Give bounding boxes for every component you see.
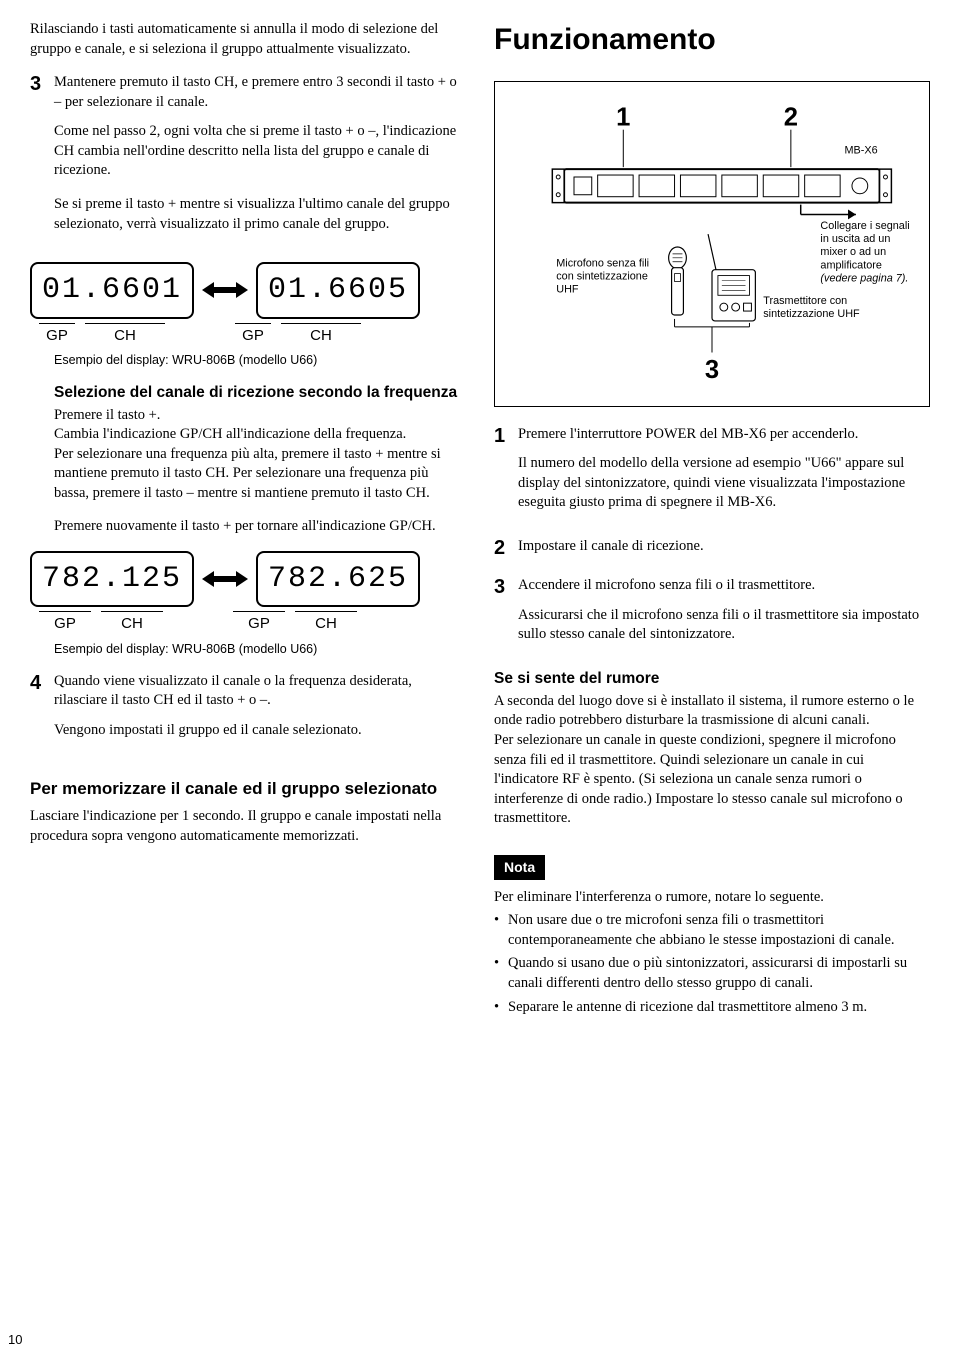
mem-body: Lasciare l'indicazione per 1 secondo. Il… bbox=[30, 807, 466, 846]
connection-diagram: 1 2 MB-X6 bbox=[494, 81, 930, 407]
display1-caption: Esempio del display: WRU-806B (modello U… bbox=[54, 352, 466, 369]
freq-p2: Cambia l'indicazione GP/CH all'indicazio… bbox=[54, 425, 466, 445]
funzionamento-title: Funzionamento bbox=[494, 20, 930, 61]
page-number: 10 bbox=[8, 1331, 22, 1349]
out-label-1: Collegare i segnali in uscita ad un mixe… bbox=[820, 220, 909, 271]
gp-label-r: GP bbox=[242, 327, 264, 344]
dia-num-3: 3 bbox=[705, 356, 719, 384]
gpch-left-1: GP CH bbox=[39, 323, 165, 346]
left-column: Rilasciando i tasti automaticamente si a… bbox=[30, 20, 466, 1021]
step-2-right: 2 Impostare il canale di ricezione. bbox=[494, 537, 930, 567]
step-3-p1-r: Accendere il microfono senza fili o il t… bbox=[518, 576, 930, 596]
display-row-2: 782.125 782.625 bbox=[30, 551, 466, 608]
step-3-p3: Se si preme il tasto + mentre si visuali… bbox=[54, 195, 466, 234]
step-3-number: 3 bbox=[30, 73, 54, 95]
gpch-row-1: GP CH GP CH bbox=[30, 323, 466, 346]
display2-caption: Esempio del display: WRU-806B (modello U… bbox=[54, 641, 466, 658]
mic-label: Microfono senza fili con sintetizzazione… bbox=[556, 257, 655, 296]
noise-title: Se si sente del rumore bbox=[494, 669, 930, 690]
gp-label: GP bbox=[46, 327, 68, 344]
nota-bullet-1: Non usare due o tre microfoni senza fili… bbox=[494, 911, 930, 950]
ch-label-r: CH bbox=[310, 327, 332, 344]
ch-label-2r: CH bbox=[315, 615, 337, 632]
display-box-1-right: 01.6605 bbox=[256, 262, 420, 319]
step-3-number-r: 3 bbox=[494, 576, 518, 598]
step-3-p2-r: Assicurarsi che il microfono senza fili … bbox=[518, 606, 930, 645]
freq-title: Selezione del canale di ricezione second… bbox=[54, 383, 466, 404]
gp-label-2: GP bbox=[54, 615, 76, 632]
double-arrow-icon-2 bbox=[202, 569, 248, 589]
step-3-body: Mantenere premuto il tasto CH, e premere… bbox=[54, 73, 466, 248]
step-1-p2-r: Il numero del modello della versione ad … bbox=[518, 454, 930, 513]
gpch-right-2: GP CH bbox=[233, 611, 357, 634]
step-2-p1-r: Impostare il canale di ricezione. bbox=[518, 537, 930, 557]
nota-badge: Nota bbox=[494, 855, 545, 880]
freq-p4: Premere nuovamente il tasto + per tornar… bbox=[54, 517, 466, 537]
step-4-body: Quando viene visualizzato il canale o la… bbox=[54, 672, 466, 755]
diagram-svg: 1 2 MB-X6 bbox=[505, 96, 919, 396]
step-3-right: 3 Accendere il microfono senza fili o il… bbox=[494, 576, 930, 659]
step-4-number: 4 bbox=[30, 672, 54, 694]
gpch-right-1: GP CH bbox=[235, 323, 361, 346]
noise-p1: A seconda del luogo dove si è installato… bbox=[494, 692, 930, 731]
freq-p1: Premere il tasto +. bbox=[54, 406, 466, 426]
step-2-number-r: 2 bbox=[494, 537, 518, 559]
display-row-1: 01.6601 01.6605 bbox=[30, 262, 466, 319]
gpch-row-2: GP CH GP CH bbox=[30, 611, 466, 634]
tx-label: Trasmettitore con sintetizzazione UHF bbox=[763, 295, 881, 321]
step-1-p1-r: Premere l'interruttore POWER del MB-X6 p… bbox=[518, 425, 930, 445]
step-3-p2: Come nel passo 2, ogni volta che si prem… bbox=[54, 122, 466, 181]
step-3-left: 3 Mantenere premuto il tasto CH, e preme… bbox=[30, 73, 466, 248]
ch-label-2: CH bbox=[121, 615, 143, 632]
step-4-p1: Quando viene visualizzato il canale o la… bbox=[54, 672, 466, 711]
display-box-1-left: 01.6601 bbox=[30, 262, 194, 319]
gpch-left-2: GP CH bbox=[39, 611, 163, 634]
intro-paragraph: Rilasciando i tasti automaticamente si a… bbox=[30, 20, 466, 59]
step-2-body-r: Impostare il canale di ricezione. bbox=[518, 537, 930, 567]
gp-label-2r: GP bbox=[248, 615, 270, 632]
freq-section: Selezione del canale di ricezione second… bbox=[54, 383, 466, 537]
step-1-number-r: 1 bbox=[494, 425, 518, 447]
step-1-right: 1 Premere l'interruttore POWER del MB-X6… bbox=[494, 425, 930, 527]
microphone-icon bbox=[669, 246, 687, 314]
nota-bullet-3: Separare le antenne di ricezione dal tra… bbox=[494, 998, 930, 1018]
display-box-2-left: 782.125 bbox=[30, 551, 194, 608]
step-4-left: 4 Quando viene visualizzato il canale o … bbox=[30, 672, 466, 755]
model-label: MB-X6 bbox=[845, 144, 878, 156]
right-column: Funzionamento 1 2 MB-X6 bbox=[494, 20, 930, 1021]
bodypack-icon bbox=[708, 234, 755, 321]
freq-p3: Per selezionare una frequenza più alta, … bbox=[54, 445, 466, 504]
dia-num-2: 2 bbox=[784, 103, 798, 131]
out-label-2: (vedere pagina 7). bbox=[820, 272, 908, 284]
noise-p2: Per selezionare un canale in queste cond… bbox=[494, 731, 930, 829]
double-arrow-icon bbox=[202, 280, 248, 300]
step-4-p2: Vengono impostati il gruppo ed il canale… bbox=[54, 721, 466, 741]
step-3-body-r: Accendere il microfono senza fili o il t… bbox=[518, 576, 930, 659]
step-3-p1: Mantenere premuto il tasto CH, e premere… bbox=[54, 73, 466, 112]
nota-intro: Per eliminare l'interferenza o rumore, n… bbox=[494, 888, 930, 908]
mem-title: Per memorizzare il canale ed il gruppo s… bbox=[30, 778, 466, 801]
nota-bullet-2: Quando si usano due o più sintonizzatori… bbox=[494, 954, 930, 993]
display-box-2-right: 782.625 bbox=[256, 551, 420, 608]
page-root: Rilasciando i tasti automaticamente si a… bbox=[30, 20, 930, 1021]
step-1-body-r: Premere l'interruttore POWER del MB-X6 p… bbox=[518, 425, 930, 527]
ch-label: CH bbox=[114, 327, 136, 344]
dia-num-1: 1 bbox=[616, 103, 630, 131]
nota-bullets: Non usare due o tre microfoni senza fili… bbox=[494, 911, 930, 1017]
